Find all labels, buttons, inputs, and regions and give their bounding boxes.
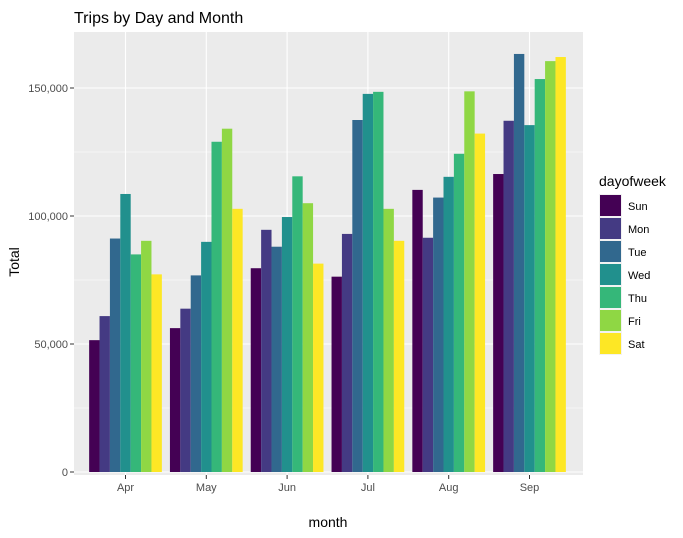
bar-fri-jun (302, 203, 314, 472)
bar-wed-aug (443, 176, 454, 472)
bar-sat-jul (393, 240, 405, 472)
bar-sun-sep (493, 174, 504, 472)
bar-sat-may (232, 208, 243, 472)
bar-thu-may (211, 141, 222, 472)
bar-tue-may (190, 275, 202, 472)
y-tick-label: 150,000 (28, 83, 68, 95)
bar-fri-aug (464, 91, 475, 472)
chart-title: Trips by Day and Month (74, 10, 243, 27)
bar-sun-may (169, 328, 181, 472)
bar-thu-apr (130, 254, 142, 472)
bar-thu-aug (453, 153, 465, 473)
bar-wed-jul (362, 93, 374, 472)
legend-swatch-thu (600, 287, 621, 308)
bar-tue-apr (109, 238, 121, 472)
legend-swatch-mon (600, 218, 621, 239)
legend-label-thu: Thu (628, 293, 647, 305)
x-tick-label: Aug (439, 482, 459, 494)
y-tick-label: 0 (62, 467, 68, 479)
legend-label-sat: Sat (628, 339, 645, 351)
legend-label-mon: Mon (628, 224, 649, 236)
legend-swatch-wed (600, 264, 621, 285)
bar-mon-aug (422, 237, 434, 472)
bar-wed-apr (120, 193, 131, 473)
legend: dayofweek Sun Mon Tue Wed Thu Fri Sat (599, 173, 667, 355)
x-tick-label: Jun (278, 482, 296, 494)
legend-label-tue: Tue (628, 247, 647, 259)
y-axis: 0 50,000 100,000 150,000 (28, 83, 74, 479)
bar-fri-sep (545, 61, 556, 473)
legend-label-wed: Wed (628, 270, 650, 282)
bar-wed-may (201, 241, 212, 472)
bar-sun-apr (89, 340, 100, 472)
bar-sat-sep (555, 57, 566, 473)
bar-mon-jun (261, 229, 272, 472)
x-tick-label: Apr (117, 482, 134, 494)
bar-thu-jun (292, 176, 303, 472)
bar-wed-jun (281, 217, 293, 472)
legend-label-sun: Sun (628, 201, 648, 213)
bar-wed-sep (524, 125, 535, 473)
x-axis-title: month (309, 514, 348, 530)
legend-swatch-sun (600, 195, 621, 216)
y-tick-label: 100,000 (28, 211, 68, 223)
bar-fri-jul (383, 208, 394, 472)
bars (89, 53, 566, 473)
legend-swatch-sat (600, 333, 621, 354)
bar-mon-apr (99, 316, 110, 472)
x-tick-label: Sep (520, 482, 540, 494)
bar-mon-jul (341, 233, 353, 472)
bar-mon-sep (503, 120, 514, 473)
legend-label-fri: Fri (628, 316, 641, 328)
bar-tue-aug (433, 197, 444, 472)
legend-swatch-fri (600, 310, 621, 331)
legend-title: dayofweek (599, 173, 667, 189)
x-tick-label: May (196, 482, 217, 494)
bar-thu-sep (534, 79, 546, 472)
bar-sun-jul (331, 276, 342, 472)
bar-mon-may (180, 308, 191, 472)
bar-tue-jul (352, 120, 363, 472)
bar-sun-jun (250, 268, 262, 472)
bar-sat-jun (313, 263, 324, 472)
bar-sun-aug (412, 189, 423, 472)
y-tick-label: 50,000 (34, 339, 68, 351)
bar-fri-apr (141, 240, 152, 472)
bar-thu-jul (373, 91, 384, 472)
x-axis: Apr May Jun Jul Aug Sep (117, 475, 539, 494)
bar-tue-sep (513, 53, 525, 472)
y-axis-title: Total (6, 247, 22, 277)
bar-tue-jun (271, 246, 282, 472)
bar-sat-apr (151, 274, 162, 472)
x-tick-label: Jul (361, 482, 375, 494)
bar-fri-may (221, 128, 233, 472)
legend-swatch-tue (600, 241, 621, 262)
bar-sat-aug (474, 133, 486, 472)
